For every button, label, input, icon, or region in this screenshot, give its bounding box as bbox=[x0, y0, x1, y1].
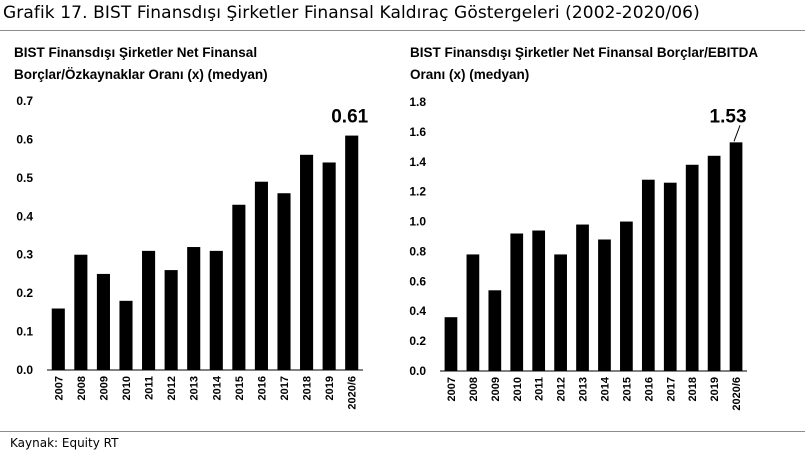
right-y-tick-label: 1.8 bbox=[409, 95, 426, 109]
left-x-tick-label: 2009 bbox=[98, 376, 110, 400]
right-bar-2012 bbox=[554, 254, 567, 371]
left-bar-2007 bbox=[51, 308, 65, 370]
right-bar-2013 bbox=[576, 224, 589, 371]
left-x-tick-label: 2016 bbox=[256, 376, 268, 400]
right-bar-2009 bbox=[488, 290, 502, 371]
right-y-tick-label: 0.0 bbox=[409, 364, 426, 378]
right-x-tick-label: 2013 bbox=[578, 377, 590, 401]
left-chart-title-line-1: BIST Finansdışı Şirketler Net Finansal bbox=[14, 45, 258, 60]
right-bar-2018 bbox=[685, 164, 699, 371]
right-bar-2008 bbox=[466, 254, 480, 371]
right-x-tick-label: 2020/6 bbox=[731, 377, 743, 411]
right-bar-2015 bbox=[620, 221, 633, 371]
left-bar-2017 bbox=[277, 193, 291, 370]
left-bar-chart: 0.0 0.1 0.2 0.3 0.4 0.5 0.6 0.7 2007 2008 2009 2010… bbox=[16, 94, 368, 410]
right-x-tick-label: 2010 bbox=[512, 377, 524, 401]
left-x-tick-label: 2008 bbox=[76, 376, 88, 400]
left-x-tick-label: 2010 bbox=[121, 376, 133, 400]
right-y-tick-label: 1.2 bbox=[409, 185, 426, 199]
left-bar-2010 bbox=[119, 300, 133, 370]
right-bar-2020/6 bbox=[729, 142, 743, 371]
right-x-tick-label: 2007 bbox=[446, 377, 458, 401]
left-bar-2014 bbox=[209, 250, 223, 370]
right-bar-2016 bbox=[641, 179, 655, 371]
left-chart-title: BIST Finansdışı Şirketler Net Finansal B… bbox=[14, 42, 268, 86]
left-x-tick-label: 2011 bbox=[144, 376, 156, 400]
right-x-tick-label: 2014 bbox=[599, 376, 611, 401]
left-x-tick-label: 2018 bbox=[302, 376, 314, 400]
title-divider bbox=[0, 30, 805, 31]
right-x-tick-label: 2016 bbox=[643, 377, 655, 401]
right-bar-2014 bbox=[598, 239, 611, 371]
left-y-tick-label: 0.4 bbox=[16, 209, 33, 223]
right-x-tick-label: 2018 bbox=[687, 377, 699, 401]
left-y-tick-label: 0.3 bbox=[16, 248, 33, 262]
right-x-tick-label: 2009 bbox=[490, 377, 502, 401]
left-x-tick-label: 2014 bbox=[211, 375, 223, 400]
right-chart-title-line-1: BIST Finansdışı Şirketler Net Finansal B… bbox=[410, 45, 759, 60]
left-chart-title-line-2: Borçlar/Özkaynaklar Oranı (x) (medyan) bbox=[14, 67, 268, 82]
left-x-tick-label: 2013 bbox=[189, 376, 201, 400]
left-x-tick-label: 2015 bbox=[234, 376, 246, 400]
right-y-tick-label: 0.8 bbox=[409, 244, 426, 258]
left-bar-2011 bbox=[142, 250, 156, 370]
right-y-tick-label: 1.0 bbox=[409, 215, 426, 229]
left-bar-2009 bbox=[96, 273, 110, 370]
right-bar-2019 bbox=[707, 155, 721, 371]
source-note: Kaynak: Equity RT bbox=[10, 436, 119, 450]
left-bar-2015 bbox=[232, 204, 246, 370]
right-x-tick-label: 2015 bbox=[621, 377, 633, 401]
right-chart-title: BIST Finansdışı Şirketler Net Finansal B… bbox=[410, 42, 758, 86]
left-bar-2020/6 bbox=[345, 135, 359, 370]
left-bar-2016 bbox=[254, 181, 268, 370]
left-y-tick-label: 0.0 bbox=[16, 363, 33, 377]
right-x-tick-label: 2011 bbox=[534, 377, 546, 401]
left-y-tick-label: 0.2 bbox=[16, 286, 33, 300]
left-bar-2019 bbox=[322, 162, 336, 370]
right-last-value-label: 1.53 bbox=[710, 106, 747, 127]
source-divider bbox=[0, 431, 805, 432]
right-x-tick-label: 2019 bbox=[709, 377, 721, 401]
left-y-tick-label: 0.7 bbox=[16, 94, 33, 108]
left-bar-2013 bbox=[187, 247, 201, 370]
right-y-tick-label: 1.4 bbox=[409, 155, 426, 169]
left-bar-2018 bbox=[300, 154, 314, 370]
right-y-tick-label: 0.6 bbox=[409, 274, 426, 288]
right-y-tick-label: 0.2 bbox=[409, 334, 426, 348]
right-x-tick-label: 2012 bbox=[556, 377, 568, 401]
left-x-tick-label: 2007 bbox=[53, 376, 65, 400]
right-chart-title-line-2: Oranı (x) (medyan) bbox=[410, 67, 530, 82]
left-y-tick-label: 0.5 bbox=[16, 171, 33, 185]
left-x-tick-label: 2020/6 bbox=[347, 376, 359, 410]
right-callout-leader bbox=[733, 125, 741, 142]
left-x-tick-label: 2017 bbox=[279, 376, 291, 400]
left-last-value-label: 0.61 bbox=[331, 107, 368, 128]
left-bar-2012 bbox=[164, 270, 178, 370]
left-y-tick-label: 0.6 bbox=[16, 132, 33, 146]
right-y-tick-label: 0.4 bbox=[409, 304, 426, 318]
figure-title: Grafik 17. BIST Finansdışı Şirketler Fin… bbox=[3, 3, 700, 23]
right-bar-2007 bbox=[444, 317, 458, 371]
right-bar-2010 bbox=[510, 233, 524, 371]
right-y-tick-label: 1.6 bbox=[409, 125, 426, 139]
left-bar-2008 bbox=[74, 254, 88, 370]
right-bar-2017 bbox=[663, 182, 677, 371]
right-x-tick-label: 2008 bbox=[468, 377, 480, 401]
right-bar-2011 bbox=[532, 230, 546, 371]
right-x-tick-label: 2017 bbox=[665, 377, 677, 401]
left-x-tick-label: 2019 bbox=[324, 376, 336, 400]
right-bar-chart: 0.0 0.2 0.4 0.6 0.8 1.0 1.2 1.4 1.6 1.8 2007 2008 20… bbox=[409, 95, 747, 411]
left-y-tick-label: 0.1 bbox=[16, 325, 33, 339]
left-x-tick-label: 2012 bbox=[166, 376, 178, 400]
